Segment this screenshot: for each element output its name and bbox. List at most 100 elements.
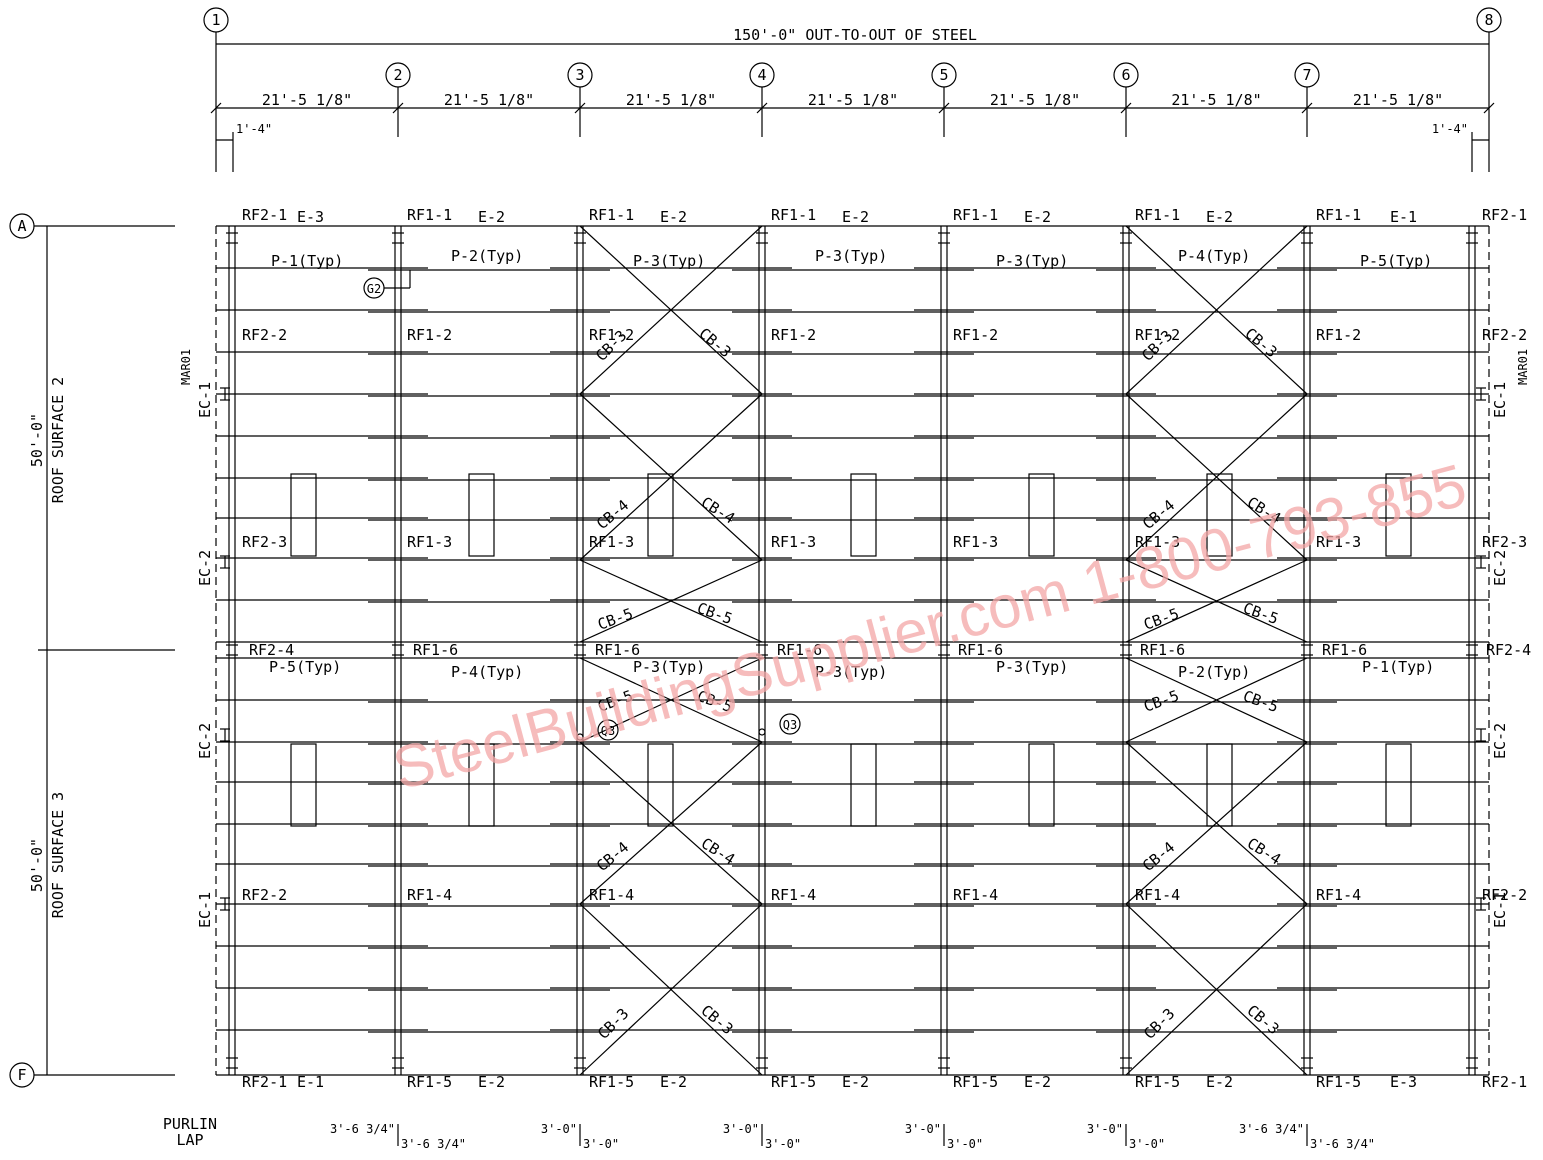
frame-bottom-8: RF2-1 — [1482, 1073, 1527, 1091]
frame-row5-7: RF1-4 — [1316, 886, 1361, 904]
cable-brace — [1125, 225, 1308, 395]
mark-right: MAR01 — [1516, 349, 1530, 385]
callout-q3-circle — [597, 719, 619, 741]
brace-label-cb3: CB-3 — [695, 324, 734, 361]
gridline-bubble-4: 4 — [757, 66, 766, 84]
cable-brace — [1125, 559, 1308, 643]
frame-ridge-3: RF1-6 — [595, 641, 640, 659]
brace-label-cb5: CB-5 — [695, 599, 735, 628]
skylight-panel — [1385, 743, 1412, 827]
purlin-lap-right: 3'-6 3/4" — [401, 1137, 466, 1151]
bay-dimension-text: 21'-5 1/8" — [990, 91, 1080, 109]
frame-row2-6: RF1-2 — [1135, 326, 1180, 344]
gridline-bubble-A: A — [17, 217, 26, 235]
purlin-lap-left: 3'-6 3/4" — [330, 1122, 395, 1136]
skylight-panel — [1028, 473, 1055, 557]
frame-row5-3: RF1-4 — [589, 886, 634, 904]
frame-bottom-2: RF1-5 — [407, 1073, 452, 1091]
endwall-column-left: EC-2 — [196, 550, 214, 586]
gridline-bubble-5: 5 — [939, 66, 948, 84]
frame-row3-7: RF1-3 — [1316, 533, 1361, 551]
cable-brace — [579, 559, 763, 643]
cable-brace — [579, 393, 763, 561]
cable-brace — [579, 903, 763, 1076]
dimension-tick — [938, 102, 950, 114]
frame-top-7: RF1-1 — [1316, 206, 1361, 224]
gridline-bubble-7: 7 — [1302, 66, 1311, 84]
bay-dimension-text: 21'-5 1/8" — [262, 91, 352, 109]
frame-row5-1: RF2-2 — [242, 886, 287, 904]
purlin-lap-right: 3'-0" — [1129, 1137, 1165, 1151]
cable-brace — [1125, 657, 1308, 743]
callout-q3-a: Q3 — [601, 724, 615, 738]
frame-bottom-6: RF1-5 — [1135, 1073, 1180, 1091]
frame-row3-6: RF1-3 — [1135, 533, 1180, 551]
frame-row3-4: RF1-3 — [771, 533, 816, 551]
callout-q3-circle — [779, 713, 801, 735]
bay-dimension-text: 21'-5 1/8" — [626, 91, 716, 109]
eave-top-6: E-2 — [1206, 208, 1233, 226]
skylight-panel — [850, 473, 877, 557]
cable-brace — [1125, 741, 1308, 905]
purlin-label-top-4: P-3(Typ) — [815, 247, 887, 265]
skylight-panel — [1206, 743, 1233, 827]
frame-bottom-5: RF1-5 — [953, 1073, 998, 1091]
gridline-bubble-2: 2 — [393, 66, 402, 84]
cable-brace — [579, 657, 763, 743]
skylight-panel — [647, 473, 674, 557]
frame-bottom-7: RF1-5 — [1316, 1073, 1361, 1091]
skylight-panel — [1385, 473, 1412, 557]
endwall-column-left: EC-1 — [196, 382, 214, 418]
frame-row2-8: RF2-2 — [1482, 326, 1527, 344]
brace-label-cb5: CB-5 — [595, 604, 635, 633]
frame-row2-3: RF1-2 — [589, 326, 634, 344]
purlin-lap-left: 3'-0" — [541, 1122, 577, 1136]
brace-label-cb3: CB-3 — [1140, 1005, 1178, 1043]
brace-label-cb4: CB-4 — [1139, 838, 1178, 875]
cable-brace — [1125, 903, 1308, 1076]
brace-label-cb5: CB-5 — [1141, 604, 1181, 633]
purlin-label-top-1: P-1(Typ) — [271, 252, 343, 270]
skylight-panel — [1028, 743, 1055, 827]
bay-dimension-text: 21'-5 1/8" — [444, 91, 534, 109]
frame-row3-2: RF1-3 — [407, 533, 452, 551]
callout-g2: G2 — [367, 282, 381, 296]
frame-row2-7: RF1-2 — [1316, 326, 1361, 344]
callout-q3-point — [758, 728, 766, 736]
skylight-panel — [468, 473, 495, 557]
brace-label-cb3: CB-3 — [1241, 324, 1280, 361]
endwall-column-right: EC-1 — [1491, 382, 1509, 418]
frame-bottom-3: RF1-5 — [589, 1073, 634, 1091]
eave-top-3: E-2 — [660, 208, 687, 226]
end-offset-left: 1'-4" — [236, 122, 272, 136]
purlin-label-bottom-7: P-1(Typ) — [1362, 658, 1434, 676]
purlin-label-top-5: P-3(Typ) — [996, 252, 1068, 270]
purlin-lap-left: 3'-0" — [723, 1122, 759, 1136]
eave-bottom-6: E-2 — [1206, 1073, 1233, 1091]
frame-top-5: RF1-1 — [953, 206, 998, 224]
eave-top-7: E-1 — [1390, 208, 1417, 226]
frame-top-8: RF2-1 — [1482, 206, 1527, 224]
frame-row3-1: RF2-3 — [242, 533, 287, 551]
frame-row5-4: RF1-4 — [771, 886, 816, 904]
endwall-column-left: EC-1 — [196, 892, 214, 928]
frame-ridge-2: RF1-6 — [413, 641, 458, 659]
brace-label-cb3: CB-3 — [594, 1005, 632, 1043]
skylight-panel — [290, 473, 317, 557]
frame-row2-4: RF1-2 — [771, 326, 816, 344]
frame-row5-8: RF2-2 — [1482, 886, 1527, 904]
cable-brace — [579, 741, 763, 905]
eave-bottom-2: E-2 — [478, 1073, 505, 1091]
frame-bottom-4: RF1-5 — [771, 1073, 816, 1091]
bay-dimension-text: 21'-5 1/8" — [1171, 91, 1261, 109]
frame-ridge-8: RF2-4 — [1486, 641, 1531, 659]
frame-row3-3: RF1-3 — [589, 533, 634, 551]
endwall-column-right: EC-2 — [1491, 723, 1509, 759]
gridline-bubble-6: 6 — [1121, 66, 1130, 84]
purlin-lap-title: LAP — [176, 1131, 203, 1149]
eave-bottom-5: E-2 — [1024, 1073, 1051, 1091]
endwall-column-right: EC-1 — [1491, 892, 1509, 928]
brace-label-cb5: CB-5 — [1241, 599, 1281, 628]
purlin-lap-title: PURLIN — [163, 1115, 217, 1133]
